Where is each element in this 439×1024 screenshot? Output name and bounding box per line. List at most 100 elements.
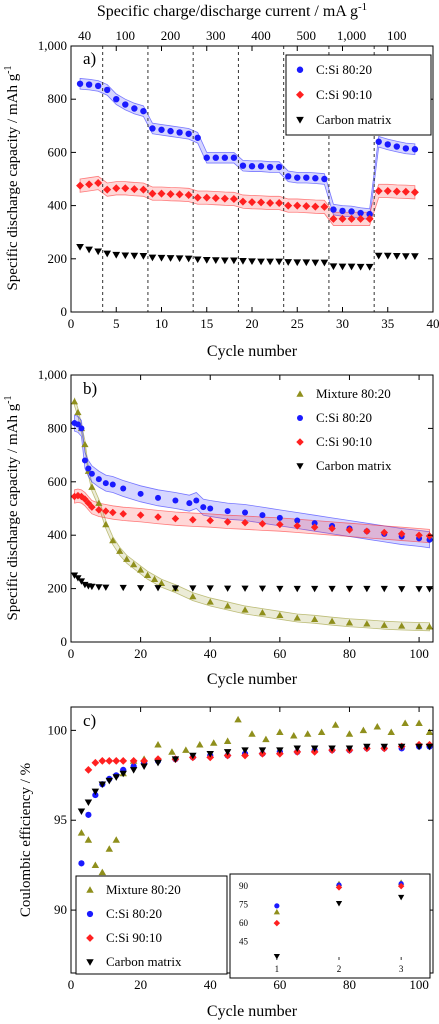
data-point (411, 253, 419, 260)
x-tick-label: 25 (291, 316, 304, 331)
data-point (130, 252, 139, 260)
y-tick-label: 400 (48, 198, 68, 213)
data-point (207, 505, 214, 512)
data-point (239, 258, 247, 265)
data-point (202, 193, 211, 202)
panel-c-plot: 0 20 40 60 80 100 90 95 100 Mixture 80:20 C:Si 80:… (48, 706, 434, 992)
panel-a-xlabel: Cycle number (207, 343, 298, 360)
data-point (380, 528, 389, 537)
data-point (276, 514, 283, 521)
data-point (130, 185, 139, 194)
data-point (411, 146, 419, 153)
data-point (380, 743, 388, 751)
data-point (345, 619, 354, 626)
data-point (238, 197, 247, 206)
legend-marker (296, 66, 304, 73)
data-point (94, 82, 102, 90)
data-point (105, 845, 114, 852)
x-tick-label: 20 (134, 646, 147, 661)
data-point (345, 745, 354, 753)
data-point (224, 602, 232, 609)
data-point (167, 127, 174, 135)
data-point (200, 504, 207, 511)
data-point (293, 745, 301, 753)
legend-label: C:Si 90:10 (316, 87, 372, 102)
data-point (398, 586, 406, 593)
data-point (206, 750, 214, 758)
data-point (112, 836, 120, 843)
legend-marker (296, 90, 304, 99)
top-tick-label: 200 (161, 28, 181, 43)
data-point (154, 759, 162, 767)
data-point (310, 745, 319, 753)
error-band-0 (79, 78, 416, 220)
error-band-1 (74, 414, 430, 549)
data-point (158, 126, 165, 133)
data-point (84, 799, 93, 806)
legend-label: Mixture 80:20 (106, 882, 181, 897)
data-point (241, 585, 249, 592)
inset-y-tick-label: 60 (239, 918, 249, 928)
data-point (157, 189, 166, 198)
data-point (206, 516, 214, 525)
data-point (102, 520, 110, 528)
data-point (121, 252, 130, 260)
data-point (262, 735, 270, 743)
data-point (328, 745, 336, 753)
data-point (182, 746, 190, 753)
data-point (356, 214, 365, 223)
data-point (223, 749, 232, 756)
data-point (241, 751, 249, 760)
inset-y-tick-label: 45 (239, 937, 249, 947)
legend-marker (296, 463, 304, 470)
data-point (103, 250, 112, 258)
data-point (194, 134, 201, 141)
data-point (415, 586, 423, 593)
inset-point (273, 953, 280, 960)
data-point (166, 255, 175, 262)
data-point (230, 257, 238, 265)
data-point (380, 621, 388, 628)
data-point (415, 531, 423, 539)
data-point (95, 584, 103, 591)
data-point (229, 194, 238, 203)
data-point (209, 739, 218, 746)
data-point (357, 209, 364, 217)
y-tick-label: 200 (48, 251, 68, 266)
y-tick-label: 95 (54, 812, 67, 827)
panel-c-label: c) (83, 711, 96, 730)
data-point (248, 198, 256, 207)
data-point (149, 125, 156, 132)
data-point (113, 96, 120, 103)
data-point (415, 743, 423, 751)
data-point (384, 141, 391, 148)
data-point (98, 868, 107, 876)
panel-b-xlabel: Cycle number (207, 671, 298, 688)
data-point (401, 187, 410, 196)
data-point (345, 585, 354, 593)
data-point (206, 585, 214, 592)
data-point (293, 259, 302, 267)
top-axis-title: Specific charge/discharge current / mA g… (97, 1, 367, 20)
data-point (275, 258, 283, 266)
data-point (276, 728, 284, 735)
y-tick-label: 200 (48, 581, 68, 596)
data-point (276, 747, 284, 754)
legend: C:Si 80:20 C:Si 90:10 Carbon matrix (285, 54, 432, 136)
data-point (311, 615, 319, 623)
x-tick-label: 0 (68, 977, 75, 992)
data-point (320, 202, 329, 211)
panel-a-ylabel: Specific discharge capacity / mAh g-1 (3, 65, 21, 290)
data-point (137, 585, 145, 592)
data-point (168, 748, 176, 755)
data-point (157, 254, 166, 262)
data-point (397, 743, 406, 751)
x-tick-label: 40 (204, 646, 217, 661)
panel-b-label: b) (83, 379, 97, 398)
top-tick-label: 100 (116, 28, 136, 43)
legend-label: Carbon matrix (106, 954, 182, 969)
legend-marker (297, 415, 303, 421)
data-point (373, 723, 382, 730)
data-point (374, 252, 383, 260)
x-tick-label: 10 (155, 316, 168, 331)
